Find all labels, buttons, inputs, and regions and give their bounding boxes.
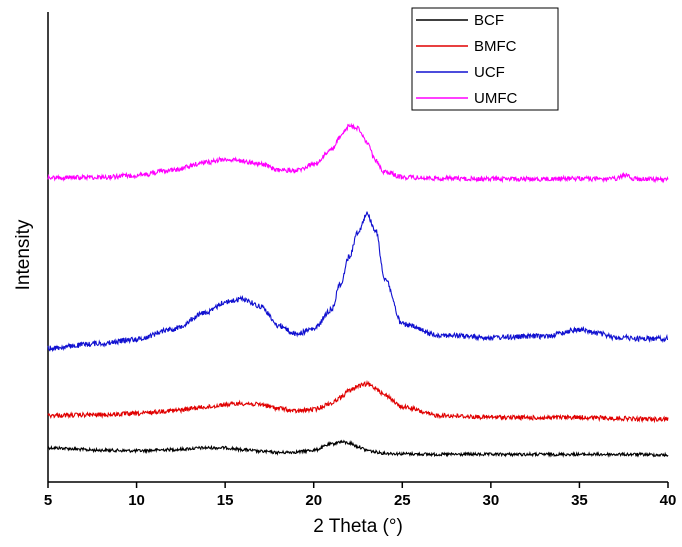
x-tick-label: 5 <box>44 492 52 509</box>
x-tick-label: 35 <box>571 492 588 509</box>
series-line-ucf <box>47 211 669 353</box>
series-ucf <box>47 211 669 353</box>
series-line-umfc <box>47 122 669 184</box>
legend-label-umfc: UMFC <box>474 90 517 107</box>
x-tick-label: 15 <box>217 492 234 509</box>
x-tick-label: 10 <box>128 492 145 509</box>
legend-label-bcf: BCF <box>474 12 504 29</box>
series-line-bmfc <box>47 379 669 424</box>
series-umfc <box>47 122 669 184</box>
axes <box>47 12 668 483</box>
x-tick-label: 25 <box>394 492 411 509</box>
series-bcf <box>47 439 669 458</box>
x-tick-label: 30 <box>483 492 500 509</box>
x-axis-title: 2 Theta (°) <box>313 516 403 537</box>
y-axis-title: Intensity <box>13 219 34 290</box>
legend-label-bmfc: BMFC <box>474 38 517 55</box>
x-ticks: 5 10 15 20 25 30 35 40 <box>44 482 677 509</box>
legend-box <box>411 7 559 111</box>
series-line-bcf <box>47 439 669 458</box>
legend: BCF BMFC UCF UMFC <box>411 7 559 111</box>
x-tick-label: 40 <box>660 492 677 509</box>
legend-label-ucf: UCF <box>474 64 505 81</box>
series-bmfc <box>47 379 669 424</box>
x-tick-label: 20 <box>305 492 322 509</box>
series-layer <box>47 122 669 458</box>
